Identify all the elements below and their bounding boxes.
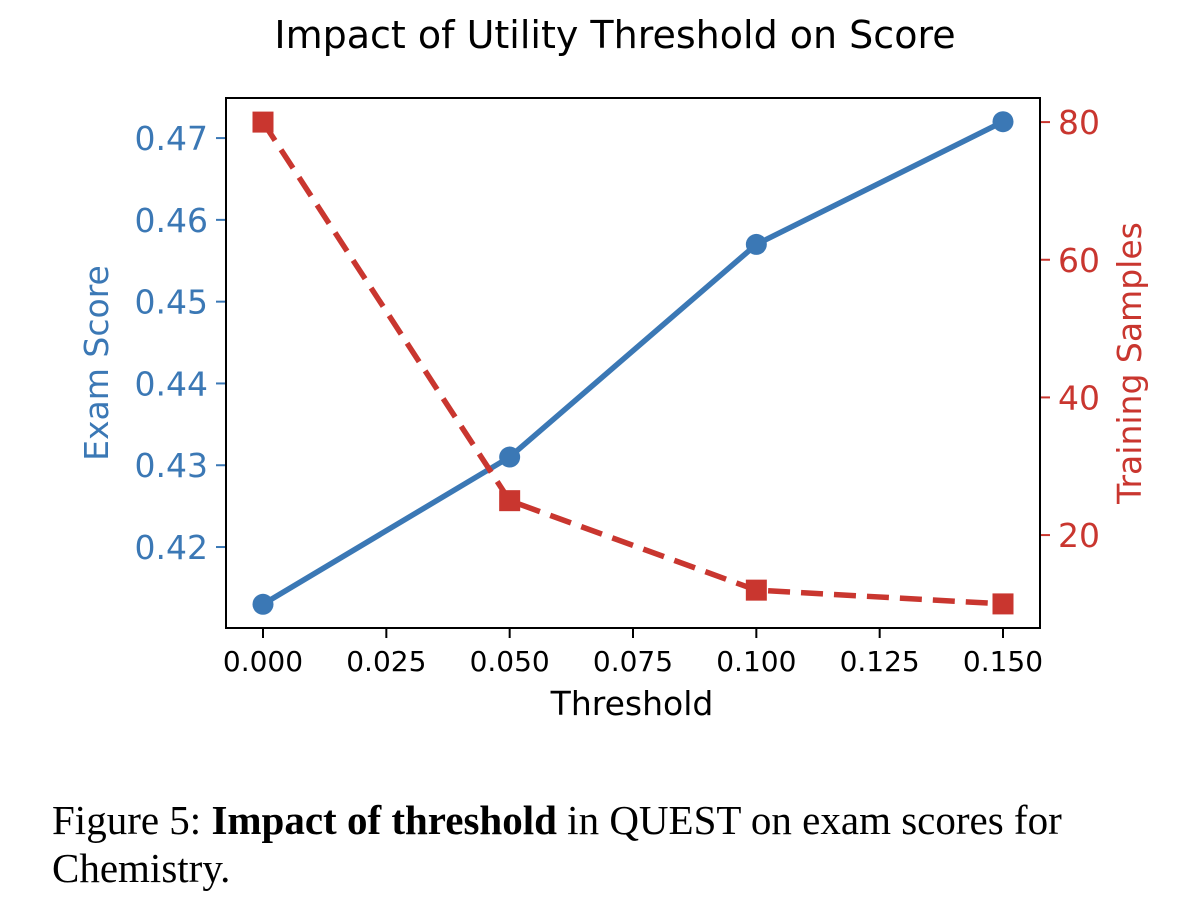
exam-score-point	[992, 111, 1014, 133]
exam-score-point	[499, 446, 521, 468]
exam-score-point	[745, 233, 767, 255]
figure-caption: Figure 5: Impact of threshold in QUEST o…	[52, 796, 1192, 892]
right-tick-label: 20	[1058, 516, 1100, 555]
x-axis-label: Threshold	[550, 684, 714, 723]
right-tick-label: 40	[1058, 378, 1100, 417]
x-tick-label: 0.100	[716, 645, 796, 678]
left-tick-label: 0.45	[135, 283, 208, 322]
right-tick-label: 80	[1058, 103, 1100, 142]
x-tick-label: 0.150	[963, 645, 1043, 678]
left-tick-label: 0.47	[135, 119, 208, 158]
x-tick-label: 0.125	[840, 645, 920, 678]
left-tick-label: 0.46	[135, 201, 208, 240]
plot-frame	[225, 97, 1041, 629]
caption-prefix: Figure 5:	[52, 797, 212, 843]
left-tick-label: 0.44	[135, 364, 208, 403]
x-tick-label: 0.000	[223, 645, 303, 678]
left-tick-label: 0.43	[135, 446, 208, 485]
x-tick-label: 0.025	[346, 645, 426, 678]
training-samples-line	[260, 120, 1004, 607]
training-samples-point	[745, 579, 767, 601]
exam-score-point	[252, 593, 274, 615]
exam-score-line	[260, 118, 1006, 608]
left-axis-label: Exam Score	[77, 265, 116, 461]
dual-axis-line-chart: Impact of Utility Threshold on Score 0.0…	[77, 13, 1149, 723]
x-tick-label: 0.075	[593, 645, 673, 678]
caption-rest: in QUEST on exam scores for Chemistry.	[52, 797, 1062, 891]
caption-bold: Impact of threshold	[211, 797, 557, 843]
plot-area: 0.000 0.025 0.050 0.075 0.100 0.125 0.150 0.42 0…	[135, 103, 1100, 678]
training-samples-point	[252, 111, 274, 133]
x-tick-label: 0.050	[470, 645, 550, 678]
left-tick-label: 0.42	[135, 528, 208, 567]
right-axis-label: Training Samples	[1110, 222, 1149, 505]
training-samples-point	[499, 490, 521, 512]
right-tick-label: 60	[1058, 241, 1100, 280]
training-samples-point	[992, 593, 1014, 615]
chart-title: Impact of Utility Threshold on Score	[274, 13, 955, 57]
